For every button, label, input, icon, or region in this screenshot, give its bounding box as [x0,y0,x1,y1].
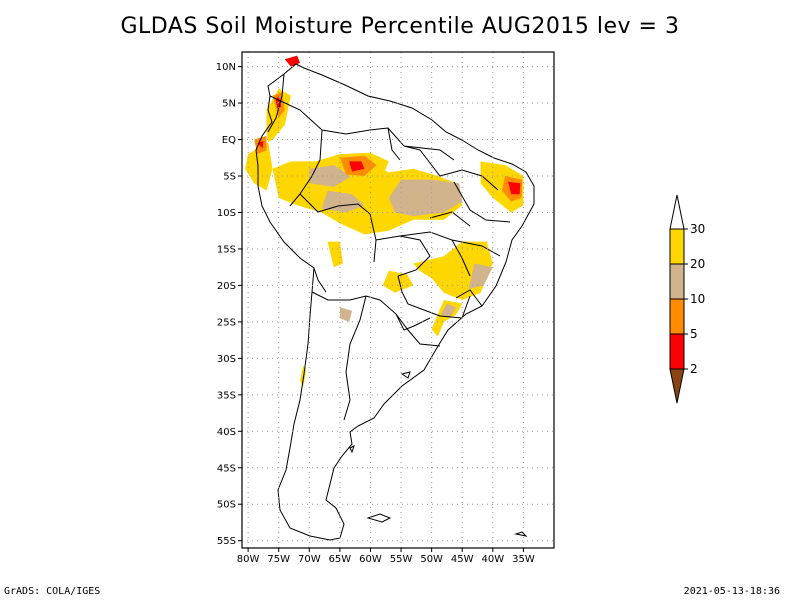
moisture-region-30 [431,300,463,344]
lat-tick-label: 5S [223,172,236,183]
lat-tick-label: 50S [217,500,236,511]
lat-tick-label: 5N [222,99,236,110]
map-title: GLDAS Soil Moisture Percentile AUG2015 l… [120,14,680,39]
axis-ticks: 10N 5N EQ 5S 10S 15S 20S 25S 30S 35S 40S 45S 50S 55S8… [216,62,535,565]
coastline [255,63,535,541]
lon-tick-label: 70W [298,554,321,565]
map-frame [241,51,555,549]
moisture-region-20 [468,263,493,290]
lat-tick-label: 10N [216,62,236,73]
colorbar-segment [669,263,685,300]
lon-tick-label: 65W [329,554,352,565]
moisture-region-20 [309,165,353,187]
lat-tick-label: 15S [217,244,236,255]
colorbar-top-arrow [669,194,685,230]
soil-moisture-fills [245,55,524,388]
graticule [242,52,554,548]
lon-tick-label: 55W [390,554,413,565]
lat-tick-label: EQ [222,135,236,146]
lat-tick-label: 30S [217,354,236,365]
colorbar-legend: 30 20 10 5 2 [669,194,705,404]
colorbar-segment [669,298,685,335]
islands [349,371,528,537]
footer-timestamp: 2021-05-13-18:36 [683,586,780,597]
lat-tick-label: 35S [217,390,236,401]
south-america-outline [255,63,535,541]
moisture-region-20 [388,179,463,217]
colorbar-label: 10 [690,292,705,306]
moisture-region-20 [339,307,353,322]
moisture-region-30 [327,241,343,268]
moisture-region-20 [440,303,457,319]
country-borders [267,73,455,421]
moisture-region-5 [349,161,365,172]
lon-tick-label: 75W [267,554,290,565]
lat-tick-label: 10S [217,208,236,219]
lat-tick-label: 20S [217,281,236,292]
lat-tick-label: 25S [217,317,236,328]
colorbar-segment [669,228,685,265]
lat-tick-label: 55S [217,536,236,547]
colorbar-label: 30 [690,222,705,236]
lon-tick-label: 60W [359,554,382,565]
moisture-region-20 [321,190,365,213]
moisture-region-30 [382,270,414,293]
colorbar-label: 2 [690,362,698,376]
lon-tick-label: 40W [482,554,505,565]
moisture-region-5 [508,181,521,195]
lon-tick-label: 50W [420,554,443,565]
colorbar-label: 20 [690,257,705,271]
lon-tick-label: 35W [512,554,535,565]
colorbar-label: 5 [690,327,698,341]
footer-credit: GrADS: COLA/IGES [4,586,101,597]
lat-tick-label: 45S [217,463,236,474]
colorbar-segment [669,333,685,370]
lon-tick-label: 80W [237,554,260,565]
lat-tick-label: 40S [217,427,236,438]
lon-tick-label: 45W [451,554,474,565]
colorbar-bottom-arrow [669,368,685,404]
